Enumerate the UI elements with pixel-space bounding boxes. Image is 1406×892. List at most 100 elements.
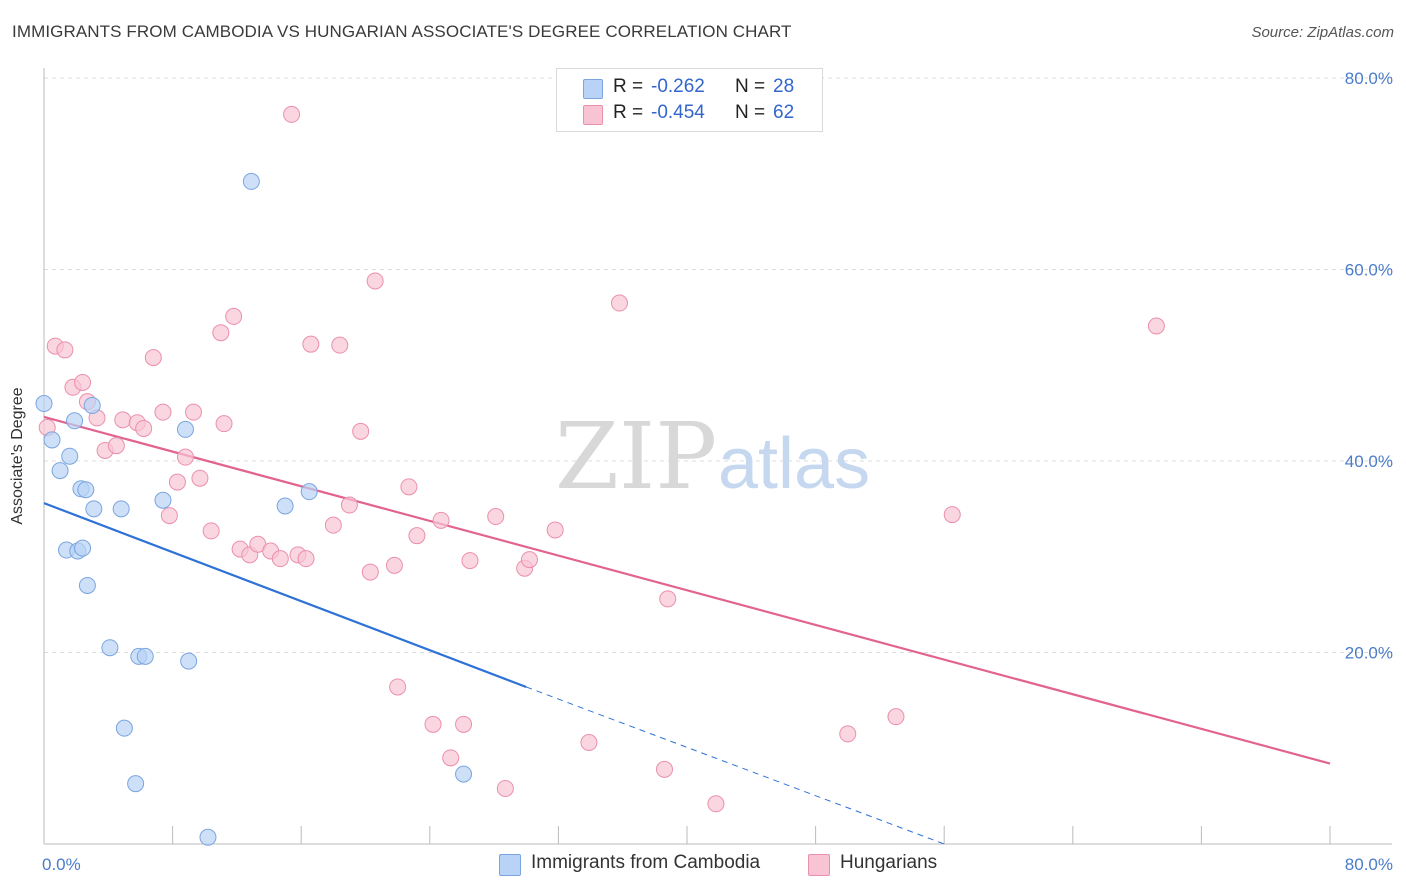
point-hungarians xyxy=(455,715,473,733)
point-hungarians xyxy=(168,473,186,491)
point-cambodia xyxy=(115,719,133,737)
point-hungarians xyxy=(225,307,243,325)
point-hungarians xyxy=(580,734,598,752)
point-hungarians xyxy=(366,272,384,290)
point-cambodia xyxy=(78,576,96,594)
point-cambodia xyxy=(51,462,69,480)
point-cambodia xyxy=(276,497,294,515)
legend-label-cambodia: Immigrants from Cambodia xyxy=(531,852,761,873)
chart-title: IMMIGRANTS FROM CAMBODIA VS HUNGARIAN AS… xyxy=(12,22,792,41)
point-hungarians xyxy=(839,725,857,743)
legend-swatch-pink xyxy=(808,854,830,876)
point-hungarians xyxy=(461,552,479,570)
point-hungarians xyxy=(655,760,673,778)
source-label[interactable]: Source: ZipAtlas.com xyxy=(1251,24,1394,41)
point-cambodia xyxy=(85,500,103,518)
y-tick-label: 60.0% xyxy=(1345,261,1393,280)
point-cambodia xyxy=(112,500,130,518)
legend-r-label: R = xyxy=(613,102,644,123)
point-hungarians xyxy=(74,373,92,391)
point-hungarians xyxy=(943,506,961,524)
point-hungarians xyxy=(184,403,202,421)
grid-layer xyxy=(44,77,1392,653)
axis-layer xyxy=(43,68,1392,845)
point-hungarians xyxy=(487,508,505,526)
point-hungarians xyxy=(1147,317,1165,335)
point-hungarians xyxy=(324,516,342,534)
x-tick-label: 80.0% xyxy=(1345,855,1393,874)
point-hungarians xyxy=(297,550,315,568)
point-hungarians xyxy=(191,469,209,487)
point-hungarians xyxy=(352,422,370,440)
point-cambodia xyxy=(242,172,260,190)
point-hungarians xyxy=(442,749,460,767)
point-hungarians xyxy=(424,715,442,733)
point-cambodia xyxy=(176,420,194,438)
point-hungarians xyxy=(215,415,233,433)
point-hungarians xyxy=(385,556,403,574)
point-hungarians xyxy=(176,448,194,466)
point-hungarians xyxy=(408,527,426,545)
point-hungarians xyxy=(135,419,153,437)
trendline-cambodia xyxy=(43,502,527,688)
legend-row-hungarians: R = -0.454 N = 62 xyxy=(557,101,822,127)
watermark: ZIP atlas xyxy=(555,403,870,510)
point-cambodia xyxy=(43,431,61,449)
point-hungarians xyxy=(331,336,349,354)
point-hungarians xyxy=(361,563,379,581)
point-hungarians xyxy=(160,507,178,525)
point-hungarians xyxy=(283,105,301,123)
watermark-atlas: atlas xyxy=(718,424,870,504)
legend-n-label: N = xyxy=(735,76,766,97)
point-hungarians xyxy=(154,403,172,421)
watermark-zip: ZIP xyxy=(555,403,717,510)
point-hungarians xyxy=(114,411,132,429)
point-cambodia xyxy=(35,395,53,413)
point-hungarians xyxy=(107,437,125,455)
point-cambodia xyxy=(74,539,92,557)
point-cambodia xyxy=(154,491,172,509)
point-cambodia xyxy=(455,765,473,783)
point-cambodia xyxy=(66,412,84,430)
point-cambodia xyxy=(180,652,198,670)
legend-r-value: -0.262 xyxy=(651,76,705,97)
trendlines xyxy=(43,415,1331,845)
legend-swatch-blue xyxy=(583,79,603,99)
trendline-hungarians xyxy=(43,415,1331,765)
point-hungarians xyxy=(389,678,407,696)
legend-label-hungarians: Hungarians xyxy=(840,852,938,873)
legend-swatch-blue xyxy=(499,854,521,876)
point-cambodia xyxy=(101,639,119,657)
legend-row-cambodia: R = -0.262 N = 28 xyxy=(557,75,822,101)
point-cambodia xyxy=(61,447,79,465)
stats-legend: R = -0.262 N = 28 R = -0.454 N = 62 xyxy=(556,68,823,132)
point-hungarians xyxy=(144,349,162,367)
legend-r-value: -0.454 xyxy=(651,102,705,123)
point-cambodia xyxy=(77,481,95,499)
point-hungarians xyxy=(520,551,538,569)
legend-swatch-pink xyxy=(583,105,603,125)
point-hungarians xyxy=(271,550,289,568)
legend-r-label: R = xyxy=(613,76,644,97)
trendline-cambodia-extension xyxy=(526,686,945,845)
legend-n-value: 28 xyxy=(773,76,795,97)
bottom-legend-hungarians[interactable]: Hungarians xyxy=(808,852,948,876)
point-hungarians xyxy=(400,478,418,496)
point-hungarians xyxy=(56,341,74,359)
legend-n-label: N = xyxy=(735,102,766,123)
point-hungarians xyxy=(202,522,220,540)
bottom-legend-cambodia[interactable]: Immigrants from Cambodia xyxy=(499,852,779,876)
point-hungarians xyxy=(340,496,358,514)
data-points xyxy=(35,105,1165,846)
point-hungarians xyxy=(707,795,725,813)
point-hungarians xyxy=(887,708,905,726)
point-cambodia xyxy=(300,483,318,501)
point-hungarians xyxy=(432,511,450,529)
point-hungarians xyxy=(212,324,230,342)
y-tick-label: 20.0% xyxy=(1345,644,1393,663)
point-cambodia xyxy=(199,828,217,846)
tick-labels: 20.0% 40.0% 60.0% 80.0% 0.0% 80.0% xyxy=(42,69,1393,874)
point-cambodia xyxy=(83,396,101,414)
x-tick-label: 0.0% xyxy=(42,855,81,874)
